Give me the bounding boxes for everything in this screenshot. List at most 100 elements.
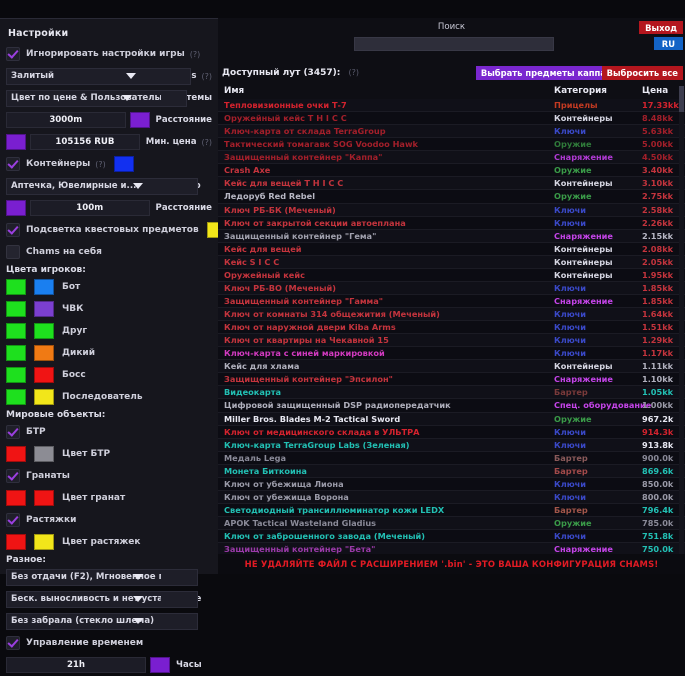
- loot-item-name: Ключ-карта с синей маркировкой: [224, 348, 385, 359]
- color-pmc-swatch-secondary[interactable]: [34, 301, 54, 317]
- container-distance-color-swatch[interactable]: [6, 200, 26, 216]
- chams-on-self-checkbox[interactable]: [6, 245, 20, 259]
- table-row[interactable]: Тепловизионные очки Т-7 Прицелы 17.33kk: [218, 99, 685, 113]
- table-row[interactable]: Ключ от медицинского склада в УЛЬТРА Ключ…: [218, 425, 685, 439]
- color-grenades-swatch-primary[interactable]: [6, 490, 26, 506]
- color-tripwires-swatch-primary[interactable]: [6, 534, 26, 550]
- loot-item-name: Crash Axe: [224, 165, 271, 176]
- exit-button[interactable]: Выход: [639, 21, 683, 34]
- containers-color-swatch[interactable]: [113, 156, 134, 172]
- btr-checkbox[interactable]: [6, 425, 20, 439]
- table-row[interactable]: Светодиодный трансиллюминатор кожи LEDX Б…: [218, 503, 685, 517]
- table-row[interactable]: APOK Tactical Wasteland Gladius Оружие 785…: [218, 517, 685, 531]
- ignore-game-settings-help-icon[interactable]: (?): [189, 49, 201, 59]
- table-row[interactable]: Защищенный контейнер "Гема" Снаряжение 2.1…: [218, 229, 685, 243]
- table-row[interactable]: Ключ РБ-ВО (Меченый) Ключи 1.85kk: [218, 281, 685, 295]
- color-mode-dropdown[interactable]: Цвет по цене & Пользователы: [6, 89, 188, 107]
- table-row[interactable]: Медаль Lega Бартер 900.0k: [218, 451, 685, 465]
- color-friend-swatch-secondary[interactable]: [34, 323, 54, 339]
- search-field[interactable]: [355, 38, 553, 50]
- color-boss-swatch-primary[interactable]: [6, 367, 26, 383]
- vertical-scrollbar[interactable]: [679, 86, 684, 572]
- color-boss-swatch-secondary[interactable]: [34, 367, 54, 383]
- item-filter-dropdown[interactable]: Аптечка, Ювелирные и...: [6, 177, 198, 195]
- color-btr-swatch-secondary[interactable]: [34, 446, 54, 462]
- camera-mods-row: Без забрала (стекло шлема)Камера: [0, 610, 218, 632]
- weapon-mods-dropdown[interactable]: Без отдачи (F2), Мгновенное п: [6, 568, 198, 586]
- table-row[interactable]: Ключ от убежища Ворона Ключи 800.0k: [218, 490, 685, 504]
- loot-table-body[interactable]: Тепловизионные очки Т-7 Прицелы 17.33kk Ору…: [218, 99, 685, 573]
- table-row[interactable]: Ключ от закрытой секции автоеплана Ключи 2…: [218, 216, 685, 230]
- table-row[interactable]: Кейс для вещей Т Н I С С Контейнеры 3.10kk: [218, 177, 685, 191]
- table-row[interactable]: Ключ от квартиры на Чекавной 15 Ключи 1.29…: [218, 334, 685, 348]
- color-grenades-swatch-secondary[interactable]: [34, 490, 54, 506]
- table-row[interactable]: Защищенный контейнер "Гамма" Снаряжение 1.…: [218, 294, 685, 308]
- table-row[interactable]: Ключ-карта TerraGroup Labs (Зеленая) Ключ…: [218, 438, 685, 452]
- containers-help-icon[interactable]: (?): [95, 159, 106, 169]
- loot-distance-color-swatch[interactable]: [129, 112, 150, 128]
- column-header-price[interactable]: Цена: [642, 86, 669, 96]
- chevron-down-icon: [133, 182, 143, 189]
- quest-items-highlight-checkbox[interactable]: [6, 223, 20, 237]
- table-row[interactable]: Защищенный контейнер "Эпсилон" Снаряжение…: [218, 373, 685, 387]
- language-button[interactable]: RU: [653, 37, 683, 50]
- search-input[interactable]: [354, 37, 554, 51]
- table-row[interactable]: Защищенный контейнер "Каппа" Снаряжение 4.…: [218, 151, 685, 165]
- time-hours-slider[interactable]: 21h: [6, 657, 146, 673]
- table-row[interactable]: Оружейный кейс Контейнеры 1.95kk: [218, 268, 685, 282]
- loot-item-name: Ключ РБ-БК (Меченый): [224, 204, 336, 215]
- column-header-name[interactable]: Имя: [224, 86, 245, 96]
- min-price-slider[interactable]: 105156 RUB: [30, 134, 140, 150]
- ignore-game-settings-checkbox[interactable]: [6, 47, 20, 61]
- tripwires-checkbox[interactable]: [6, 513, 20, 527]
- chams-type-help-icon[interactable]: (?): [201, 71, 213, 81]
- min-price-color-swatch[interactable]: [6, 134, 26, 150]
- container-distance-slider[interactable]: 100m: [30, 200, 150, 216]
- column-header-category[interactable]: Категория: [554, 86, 607, 96]
- color-bot-swatch-secondary[interactable]: [34, 279, 54, 295]
- table-row[interactable]: Монета Биткоина Бартер 869.6k: [218, 464, 685, 478]
- color-follower-swatch-primary[interactable]: [6, 389, 26, 405]
- table-row[interactable]: Ключ от комнаты 314 общежития (Меченый) К…: [218, 308, 685, 322]
- drop-all-button[interactable]: Выбросить все: [601, 66, 683, 80]
- color-scav-swatch-primary[interactable]: [6, 345, 26, 361]
- loot-item-price: 4.50kk: [642, 152, 674, 163]
- camera-mods-dropdown[interactable]: Без забрала (стекло шлема): [6, 612, 198, 630]
- table-row[interactable]: Crash Axe Оружие 3.40kk: [218, 164, 685, 178]
- table-row[interactable]: Ключ от наружной двери Kiba Arms Ключи 1.5…: [218, 321, 685, 335]
- loot-distance-slider[interactable]: 3000m: [6, 112, 126, 128]
- color-tripwires-swatch-secondary[interactable]: [34, 534, 54, 550]
- table-row[interactable]: Тактический томагавк SOG Voodoo Hawk Оруж…: [218, 138, 685, 152]
- table-row[interactable]: Кейс для хлама Контейнеры 1.11kk: [218, 360, 685, 374]
- color-btr-swatch-primary[interactable]: [6, 446, 26, 462]
- table-row[interactable]: Ключ-карта от склада TerraGroup Ключи 5.63…: [218, 125, 685, 139]
- container-distance-row: 100m Расстояние: [0, 197, 218, 219]
- time-control-checkbox[interactable]: [6, 636, 20, 650]
- table-row[interactable]: Ключ РБ-БК (Меченый) Ключи 2.58kk: [218, 203, 685, 217]
- container-distance-value: 100m: [76, 203, 104, 213]
- color-follower-swatch-secondary[interactable]: [34, 389, 54, 405]
- color-friend-swatch-primary[interactable]: [6, 323, 26, 339]
- min-price-help-icon[interactable]: (?): [201, 137, 213, 147]
- color-bot-swatch-primary[interactable]: [6, 279, 26, 295]
- table-row[interactable]: Ключ от убежища Лиона Ключи 850.0k: [218, 477, 685, 491]
- color-scav-swatch-secondary[interactable]: [34, 345, 54, 361]
- color-pmc-swatch-primary[interactable]: [6, 301, 26, 317]
- table-row[interactable]: Ледоруб Red Rebel Оружие 2.75kk: [218, 190, 685, 204]
- time-hours-color-swatch[interactable]: [150, 657, 170, 673]
- chevron-down-icon: [133, 617, 143, 624]
- table-row[interactable]: Ключ от заброшенного завода (Меченый) Клю…: [218, 530, 685, 544]
- scrollbar-thumb[interactable]: [679, 86, 684, 112]
- table-row[interactable]: Кейс S I C C Контейнеры 2.05kk: [218, 255, 685, 269]
- movement-mods-dropdown[interactable]: Беск. выносливость и нет уста:: [6, 590, 198, 608]
- table-row[interactable]: Видеокарта Бартер 1.05kk: [218, 386, 685, 400]
- table-row[interactable]: Цифровой защищенный DSP радиопередатчик С…: [218, 399, 685, 413]
- containers-checkbox[interactable]: [6, 157, 20, 171]
- table-row[interactable]: Ключ-карта с синей маркировкой Ключи 1.17k…: [218, 347, 685, 361]
- select-kappa-items-button[interactable]: Выбрать предметы каппа: [475, 66, 611, 80]
- table-row[interactable]: Оружейный кейс Т Н I С С Контейнеры 8.48kk: [218, 112, 685, 126]
- table-row[interactable]: Кейс для вещей Контейнеры 2.08kk: [218, 242, 685, 256]
- chams-type-dropdown[interactable]: Залитый: [6, 67, 192, 85]
- table-row[interactable]: Miller Bros. Blades M-2 Tactical Sword Ор…: [218, 412, 685, 426]
- grenades-checkbox[interactable]: [6, 469, 20, 483]
